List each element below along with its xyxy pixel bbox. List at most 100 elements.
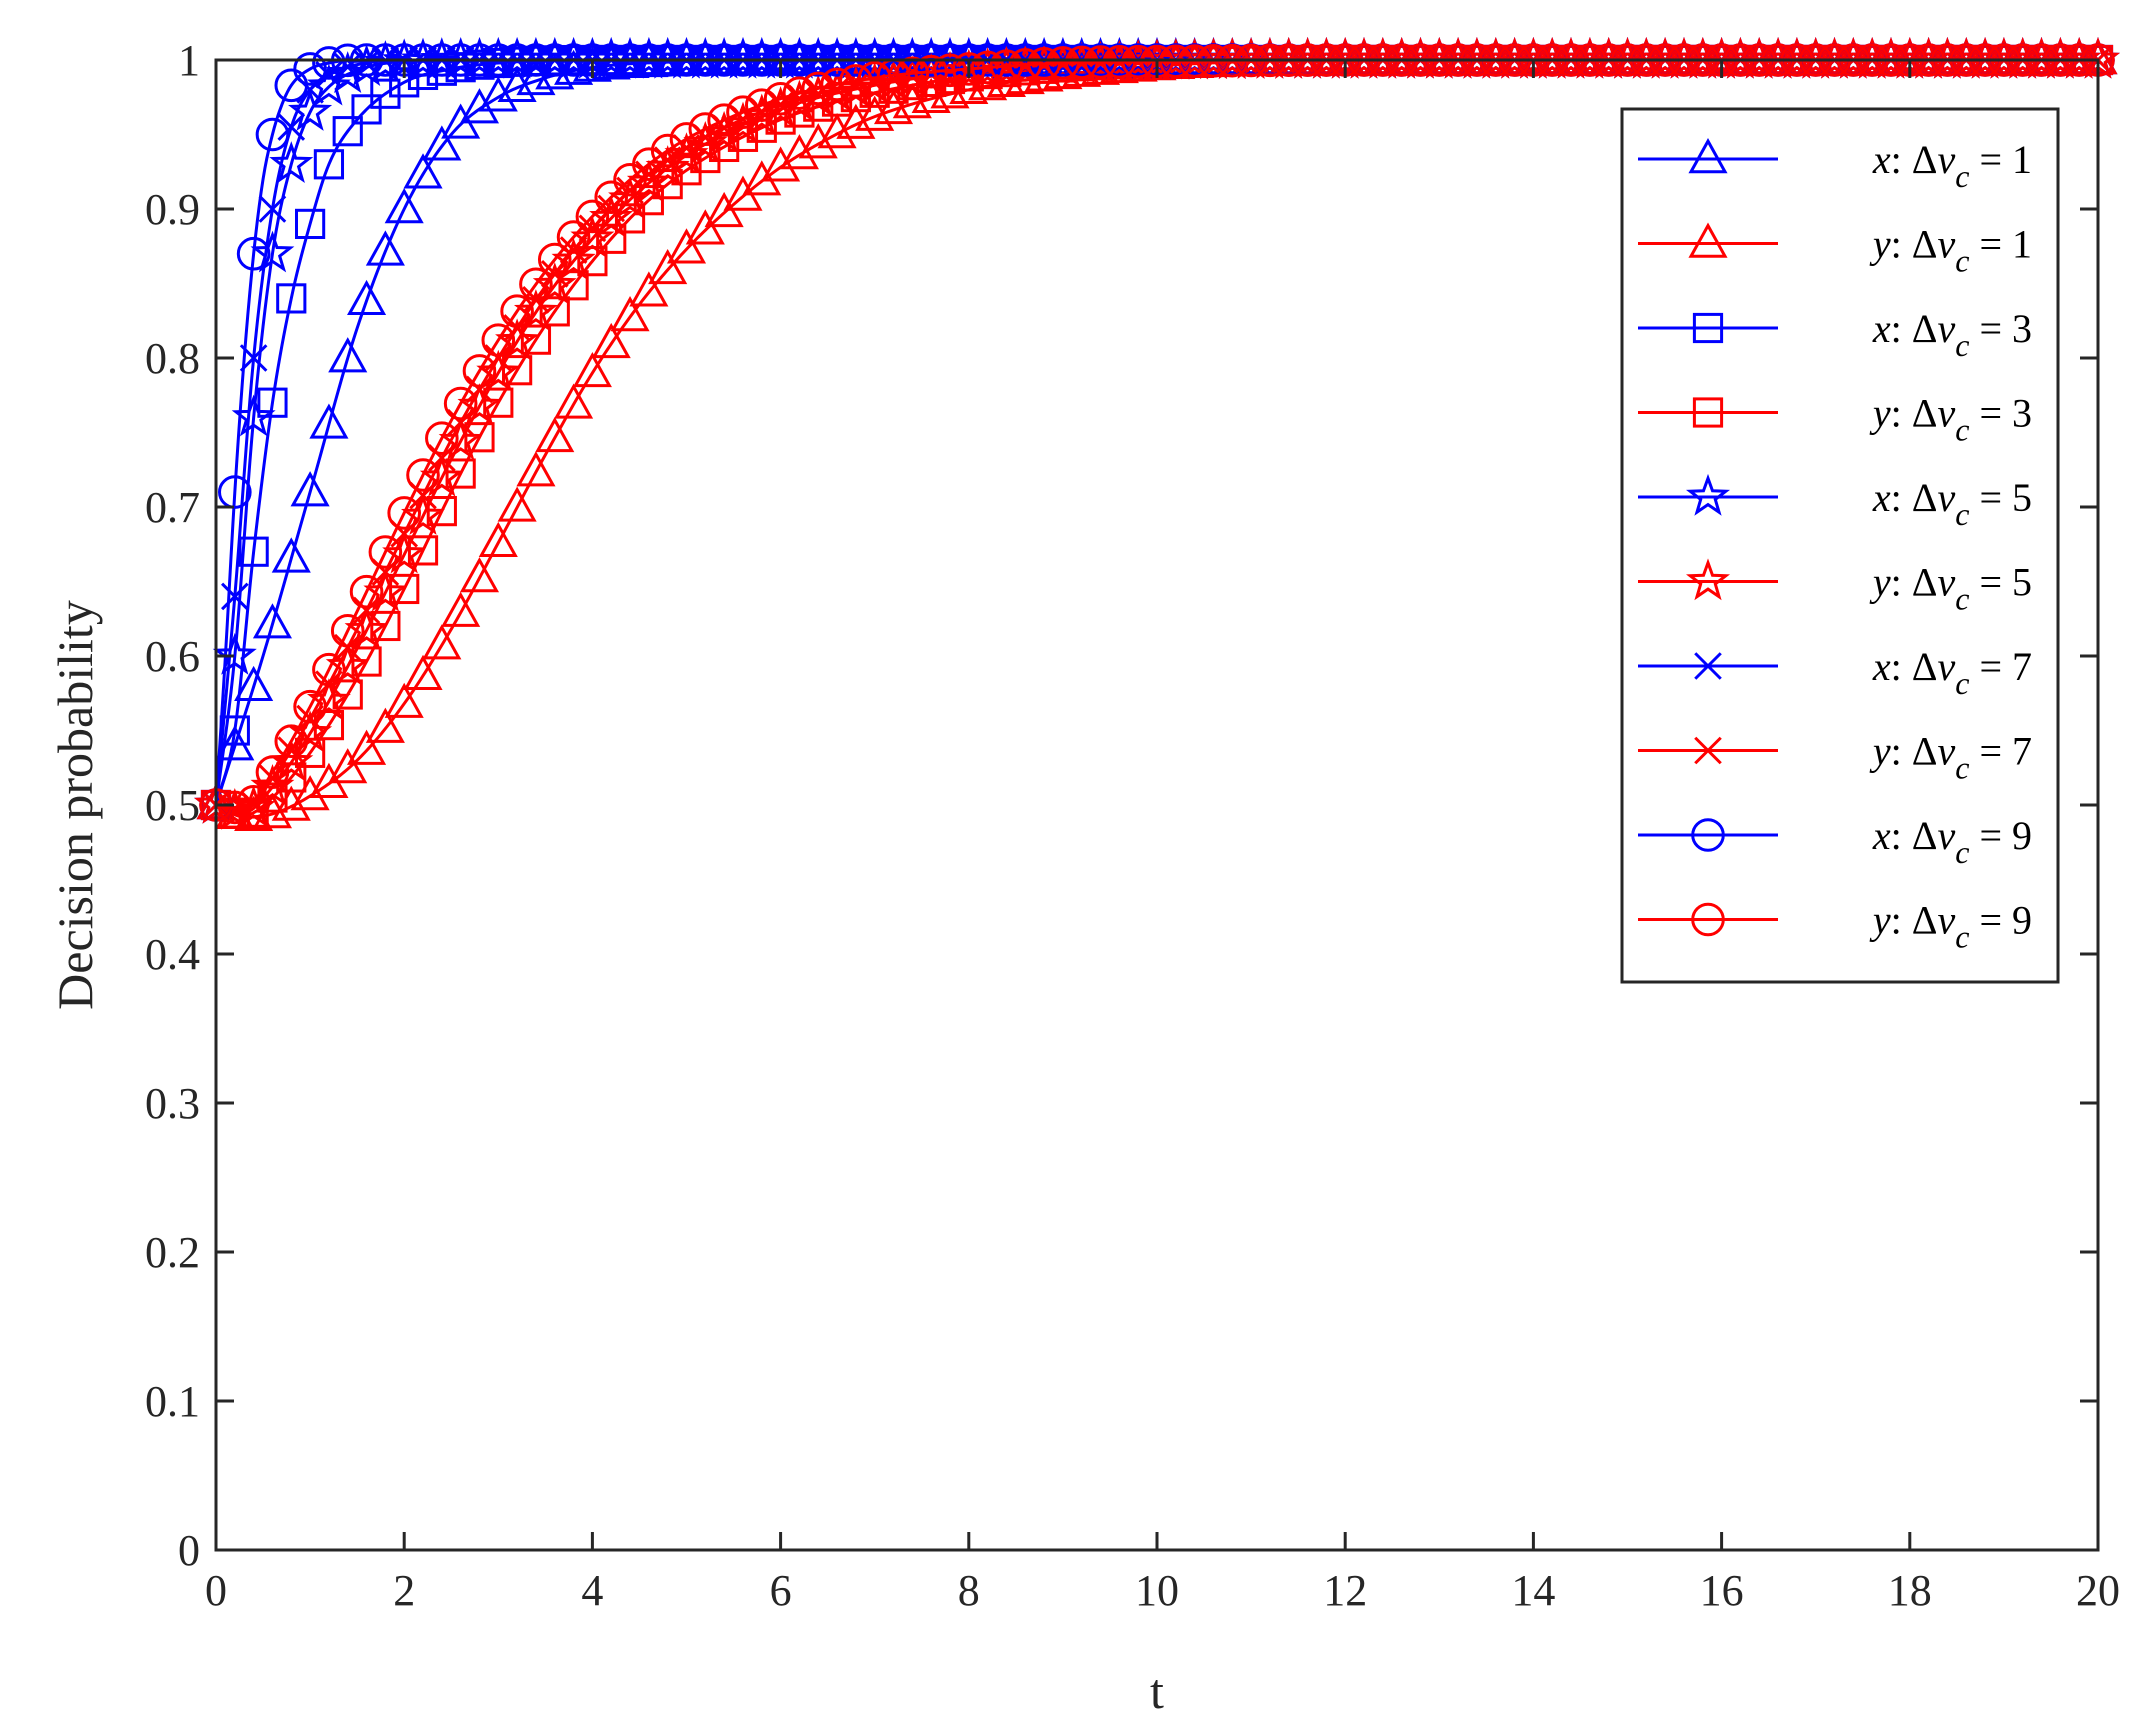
- data-point-marker: [857, 61, 892, 95]
- data-point-marker: [349, 574, 384, 609]
- data-point-marker: [633, 185, 664, 216]
- data-point-marker: [591, 322, 631, 359]
- data-point-marker: [271, 785, 311, 821]
- y-tick-label: 0.6: [145, 632, 200, 681]
- data-point-marker: [635, 160, 663, 189]
- legend-marker: [1688, 222, 1728, 258]
- data-point-marker: [333, 633, 362, 662]
- y-axis-label: Decision probability: [47, 600, 103, 1010]
- data-point-marker: [666, 228, 707, 264]
- data-point-marker: [820, 67, 854, 102]
- data-point-marker: [313, 149, 345, 180]
- data-point-marker: [293, 689, 327, 724]
- y-tick-label: 0.2: [145, 1228, 200, 1277]
- data-point-marker: [422, 125, 462, 161]
- data-point-marker: [312, 652, 346, 687]
- y-tick-label: 1: [178, 36, 200, 85]
- data-point-marker: [365, 230, 405, 266]
- data-point-marker: [626, 159, 671, 202]
- data-point-marker: [277, 736, 306, 765]
- x-tick-label: 14: [1511, 1566, 1555, 1615]
- data-point-marker: [502, 355, 533, 386]
- x-tick-label: 6: [770, 1566, 792, 1615]
- y-tick-label: 0: [178, 1526, 200, 1575]
- data-point-marker: [382, 531, 427, 574]
- data-point-marker: [295, 208, 326, 240]
- legend-label: y: Δvc = 9: [1869, 898, 2032, 955]
- data-point-marker: [839, 64, 873, 98]
- data-point-marker: [389, 573, 420, 605]
- data-point-marker: [551, 237, 596, 280]
- data-point-marker: [1027, 47, 1061, 81]
- data-point-marker: [594, 180, 629, 215]
- data-point-marker: [558, 270, 589, 301]
- data-point-marker: [817, 113, 857, 149]
- data-point-marker: [422, 624, 462, 660]
- legend-label: y: Δvc = 3: [1869, 391, 2032, 448]
- legend-item: y: Δvc = 1: [1638, 222, 2032, 279]
- data-point-marker: [1046, 46, 1080, 80]
- data-point-marker: [438, 418, 483, 461]
- legend-item: x: Δvc = 3: [1638, 306, 2032, 363]
- data-point-marker: [478, 521, 518, 558]
- data-point-marker: [401, 493, 445, 535]
- data-point-marker: [483, 387, 514, 418]
- data-point-marker: [559, 236, 588, 264]
- legend-label: x: Δvc = 1: [1872, 137, 2032, 194]
- data-point-marker: [328, 748, 368, 784]
- data-point-marker: [763, 81, 798, 116]
- data-point-marker: [290, 471, 330, 507]
- data-point-marker: [556, 220, 591, 254]
- data-point-marker: [726, 95, 760, 130]
- data-point-marker: [332, 116, 363, 147]
- data-point-marker: [648, 248, 688, 285]
- legend-marker: [1694, 652, 1722, 680]
- legend-label: x: Δvc = 5: [1872, 475, 2032, 532]
- data-point-marker: [798, 123, 838, 159]
- data-point-marker: [779, 134, 819, 170]
- data-point-marker: [441, 591, 481, 627]
- data-point-marker: [914, 54, 948, 89]
- data-point-marker: [707, 103, 741, 137]
- data-point-marker: [351, 94, 382, 125]
- data-point-marker: [252, 603, 293, 639]
- data-point-marker: [368, 535, 403, 569]
- legend-label: x: Δvc = 7: [1872, 644, 2032, 701]
- data-point-marker: [614, 203, 646, 234]
- y-tick-label: 0.8: [145, 334, 200, 383]
- data-point-marker: [610, 296, 650, 332]
- data-point-marker: [532, 262, 577, 305]
- legend-item: y: Δvc = 5: [1638, 558, 2032, 617]
- data-point-marker: [236, 236, 271, 271]
- data-point-marker: [255, 755, 290, 790]
- data-point-marker: [236, 785, 271, 819]
- legend-label: x: Δvc = 9: [1872, 813, 2032, 870]
- legend-item: x: Δvc = 1: [1638, 137, 2032, 194]
- y-tick-label: 0.1: [145, 1377, 200, 1426]
- data-point-marker: [347, 279, 387, 316]
- data-point-marker: [387, 496, 422, 530]
- legend-marker: [1691, 902, 1725, 937]
- data-point-marker: [688, 112, 723, 146]
- x-tick-label: 20: [2076, 1566, 2120, 1615]
- x-tick-label: 10: [1135, 1566, 1179, 1615]
- legend-item: y: Δvc = 3: [1638, 391, 2032, 448]
- y-tick-label: 0.7: [145, 483, 200, 532]
- data-point-marker: [478, 76, 518, 112]
- data-point-marker: [484, 344, 513, 372]
- data-point-marker: [933, 53, 967, 88]
- data-point-marker: [306, 63, 351, 106]
- legend-marker: [1692, 312, 1724, 344]
- data-point-marker: [1083, 45, 1118, 79]
- axis-tick-labels: 0 2 4 6 8 10 12 14 16 18 20 0 0.1 0.2 0.3 0.4 0.5 0.6 0.7 0…: [145, 36, 2120, 1615]
- data-point-marker: [296, 704, 324, 733]
- data-point-marker: [403, 153, 443, 189]
- data-point-marker: [744, 88, 779, 122]
- data-point-marker: [1121, 44, 1155, 79]
- legend-marker: [1692, 397, 1724, 428]
- legend-marker: [1691, 818, 1725, 852]
- data-point-marker: [330, 613, 365, 648]
- legend-label: y: Δvc = 1: [1869, 222, 2032, 279]
- data-point-marker: [497, 66, 537, 103]
- data-point-marker: [836, 103, 876, 139]
